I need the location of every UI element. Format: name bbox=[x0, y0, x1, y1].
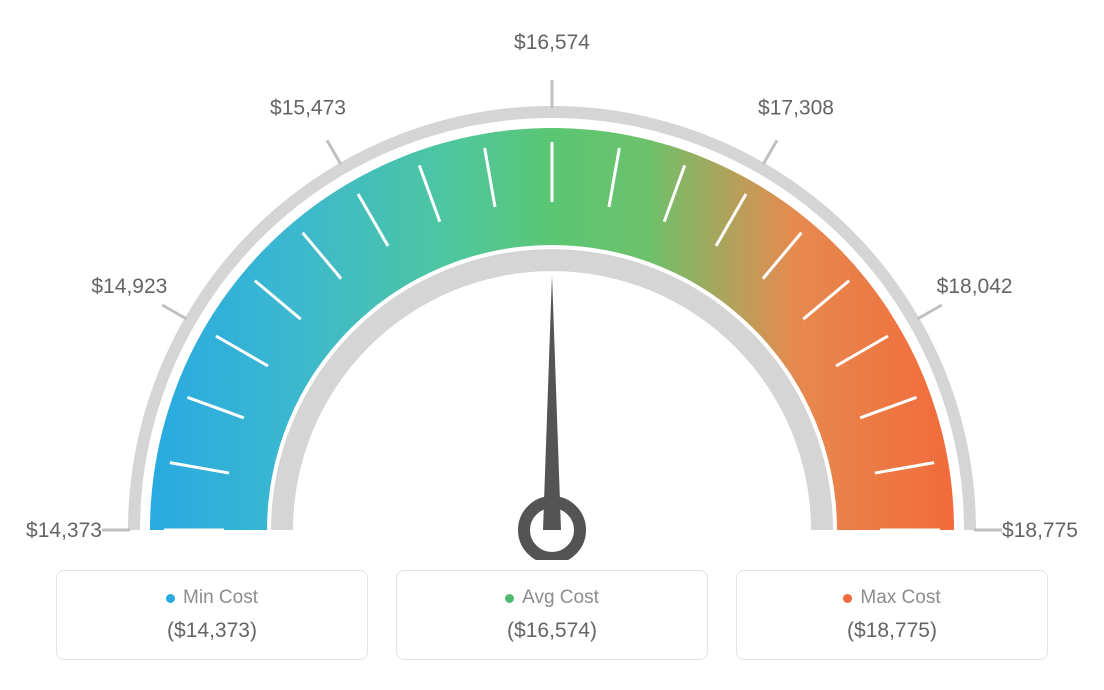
card-min-cost: Min Cost ($14,373) bbox=[56, 570, 368, 660]
gauge-tick-label: $18,775 bbox=[1002, 519, 1078, 542]
card-value-avg: ($16,574) bbox=[507, 619, 597, 643]
gauge-tick-label: $17,308 bbox=[758, 96, 834, 119]
legend-cards: Min Cost ($14,373) Avg Cost ($16,574) Ma… bbox=[0, 570, 1104, 660]
gauge-tick-label: $16,574 bbox=[514, 31, 590, 54]
card-max-cost: Max Cost ($18,775) bbox=[736, 570, 1048, 660]
gauge-chart: $14,373 $14,923 $15,473 $16,574 $17,308 $18,0… bbox=[0, 0, 1104, 560]
gauge-tick-label: $18,042 bbox=[937, 275, 1013, 298]
card-avg-cost: Avg Cost ($16,574) bbox=[396, 570, 708, 660]
gauge-svg: $14,373 $14,923 $15,473 $16,574 $17,308 $18,0… bbox=[0, 0, 1104, 560]
gauge-tick-label: $14,923 bbox=[91, 275, 167, 298]
cost-gauge-widget: $14,373 $14,923 $15,473 $16,574 $17,308 $18,0… bbox=[0, 0, 1104, 690]
dot-icon bbox=[505, 594, 514, 603]
card-label-min: Min Cost bbox=[183, 587, 258, 609]
gauge-tick-label: $15,473 bbox=[270, 96, 346, 119]
gauge-tick-label: $14,373 bbox=[26, 519, 102, 542]
dot-icon bbox=[843, 594, 852, 603]
dot-icon bbox=[166, 594, 175, 603]
card-label-max: Max Cost bbox=[860, 587, 940, 609]
card-label-avg: Avg Cost bbox=[522, 587, 599, 609]
card-value-max: ($18,775) bbox=[847, 619, 937, 643]
card-value-min: ($14,373) bbox=[167, 619, 257, 643]
